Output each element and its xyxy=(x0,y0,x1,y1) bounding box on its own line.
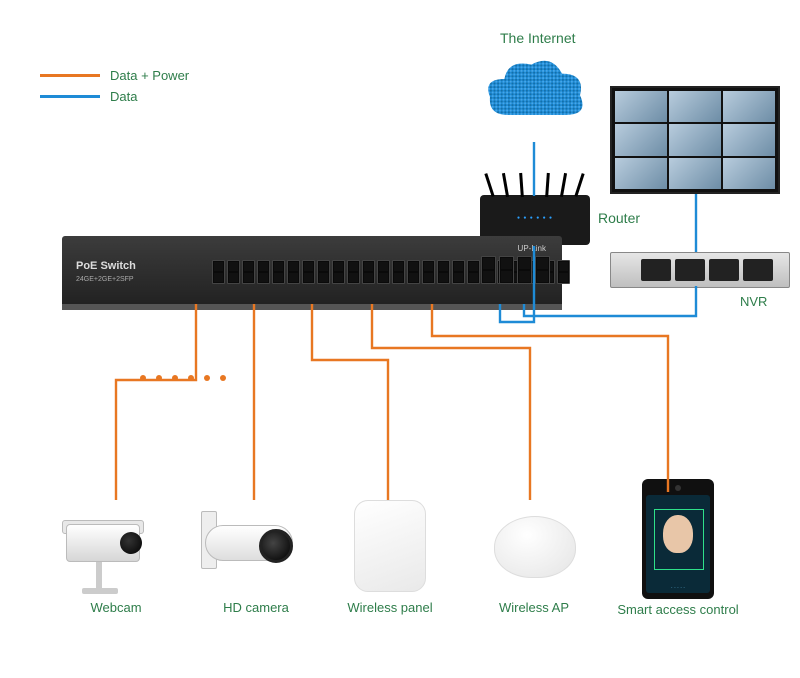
switch-uplink-label: UP-Link xyxy=(518,244,546,253)
switch-title: PoE Switch xyxy=(76,260,136,272)
smart-access-label: Smart access control xyxy=(608,602,748,617)
hd-camera-label: HD camera xyxy=(196,600,316,615)
hd-camera-icon xyxy=(196,496,316,596)
legend: Data + Power Data xyxy=(40,68,200,110)
wireless-ap-label: Wireless AP xyxy=(474,600,594,615)
legend-swatch-data-power xyxy=(40,74,100,77)
switch-uplink-ports xyxy=(481,256,550,284)
legend-row-data-power: Data + Power xyxy=(40,68,200,83)
legend-row-data: Data xyxy=(40,89,200,104)
wireless-panel-label: Wireless panel xyxy=(330,600,450,615)
device-hd-camera: HD camera xyxy=(196,496,316,615)
router-label: Router xyxy=(598,210,640,226)
webcam-label: Webcam xyxy=(56,600,176,615)
wireless-panel-icon xyxy=(330,496,450,596)
device-webcam: Webcam xyxy=(56,496,176,615)
poe-switch-icon: PoE Switch 24GE+2GE+2SFP UP-Link xyxy=(62,236,562,310)
smart-access-icon: · · · · · xyxy=(608,480,748,598)
internet-cloud-icon xyxy=(480,52,590,142)
video-wall-icon xyxy=(610,86,780,194)
wireless-ap-icon xyxy=(474,496,594,596)
nvr-label: NVR xyxy=(740,294,767,309)
device-wireless-ap: Wireless AP xyxy=(474,496,594,615)
ellipsis-dots-icon xyxy=(140,375,226,381)
webcam-icon xyxy=(56,496,176,596)
legend-label-data: Data xyxy=(110,89,137,104)
switch-subtitle: 24GE+2GE+2SFP xyxy=(76,276,134,283)
legend-label-data-power: Data + Power xyxy=(110,68,189,83)
legend-swatch-data xyxy=(40,95,100,98)
internet-label: The Internet xyxy=(500,30,576,46)
nvr-icon xyxy=(610,252,790,288)
device-smart-access: · · · · · Smart access control xyxy=(608,480,748,617)
device-wireless-panel: Wireless panel xyxy=(330,496,450,615)
